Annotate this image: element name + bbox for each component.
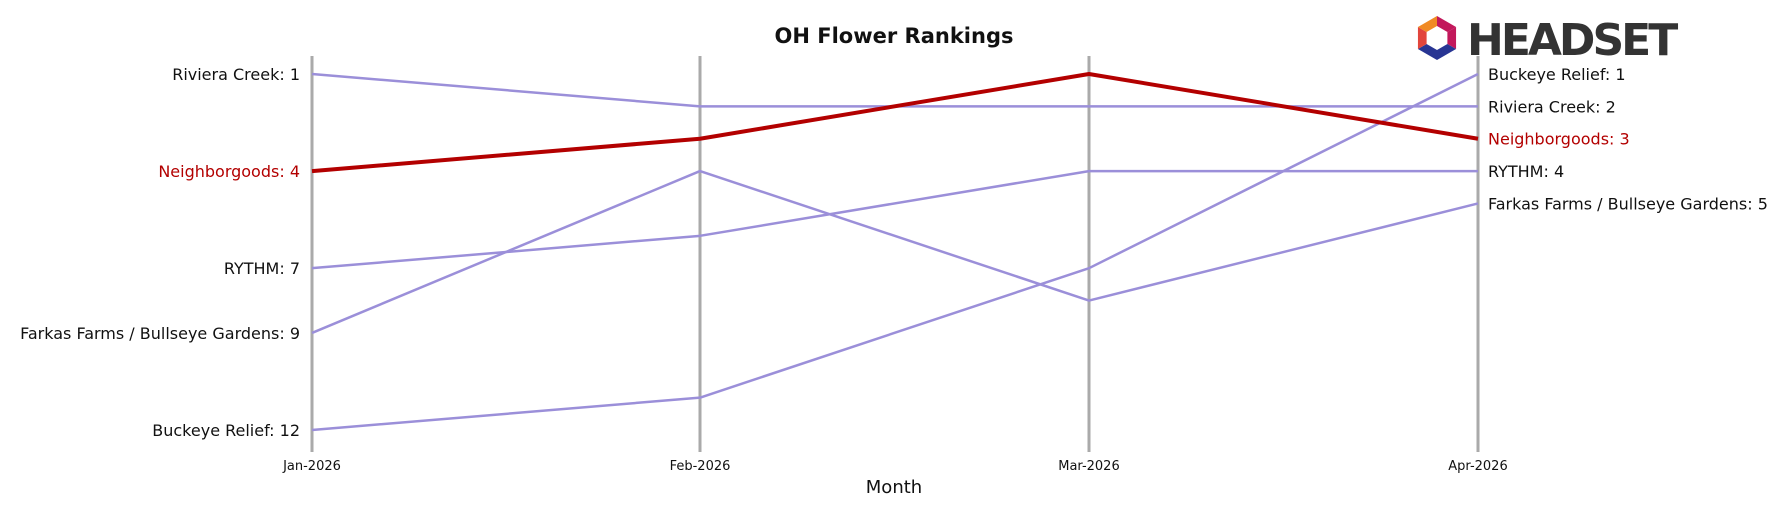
- headset-logo-icon: [1417, 16, 1457, 60]
- x-tick-label: Jan-2026: [282, 459, 341, 474]
- x-tick-label: Apr-2026: [1448, 459, 1507, 474]
- series-line: [311, 169, 1479, 335]
- series-end-label: RYTHM: 4: [1488, 162, 1564, 181]
- series-end-label: Riviera Creek: 2: [1488, 97, 1616, 116]
- series-line: [311, 72, 1478, 108]
- x-tick-labels: Jan-2026 Feb-2026 Mar-2026 Apr-2026: [282, 459, 1508, 474]
- headset-logo: HEADSET: [1417, 15, 1681, 66]
- series-end-label: Neighborgoods: 3: [1488, 130, 1630, 149]
- series-line: [311, 169, 1478, 270]
- logo-text: HEADSET: [1467, 15, 1678, 66]
- logo-segment: [1437, 44, 1457, 60]
- series-lines: [311, 72, 1479, 432]
- end-labels: Riviera Creek: 2 Neighborgoods: 3 RYTHM: 4…: [1488, 65, 1768, 213]
- series-end-label: Farkas Farms / Bullseye Gardens: 5: [1488, 194, 1768, 213]
- logo-segment: [1417, 44, 1437, 60]
- series-start-label: Riviera Creek: 1: [172, 65, 300, 84]
- series-start-label: Farkas Farms / Bullseye Gardens: 9: [20, 324, 300, 343]
- logo-segment: [1417, 16, 1437, 32]
- logo-segment: [1437, 16, 1457, 32]
- x-axis-label: Month: [866, 477, 922, 498]
- gridlines: [310, 56, 1480, 452]
- chart-title: OH Flower Rankings: [775, 24, 1014, 48]
- x-tick-label: Feb-2026: [670, 459, 731, 474]
- start-labels: Riviera Creek: 1 Neighborgoods: 4 RYTHM: 7…: [20, 65, 300, 440]
- logo-segment: [1447, 27, 1457, 49]
- logo-segment: [1417, 27, 1427, 49]
- series-line: [311, 72, 1479, 432]
- series-start-label: Neighborgoods: 4: [158, 162, 300, 181]
- series-start-label: Buckeye Relief: 12: [152, 421, 300, 440]
- series-start-label: RYTHM: 7: [224, 259, 300, 278]
- x-tick-label: Mar-2026: [1058, 459, 1119, 474]
- series-end-label: Buckeye Relief: 1: [1488, 65, 1626, 84]
- series-line: [311, 72, 1479, 174]
